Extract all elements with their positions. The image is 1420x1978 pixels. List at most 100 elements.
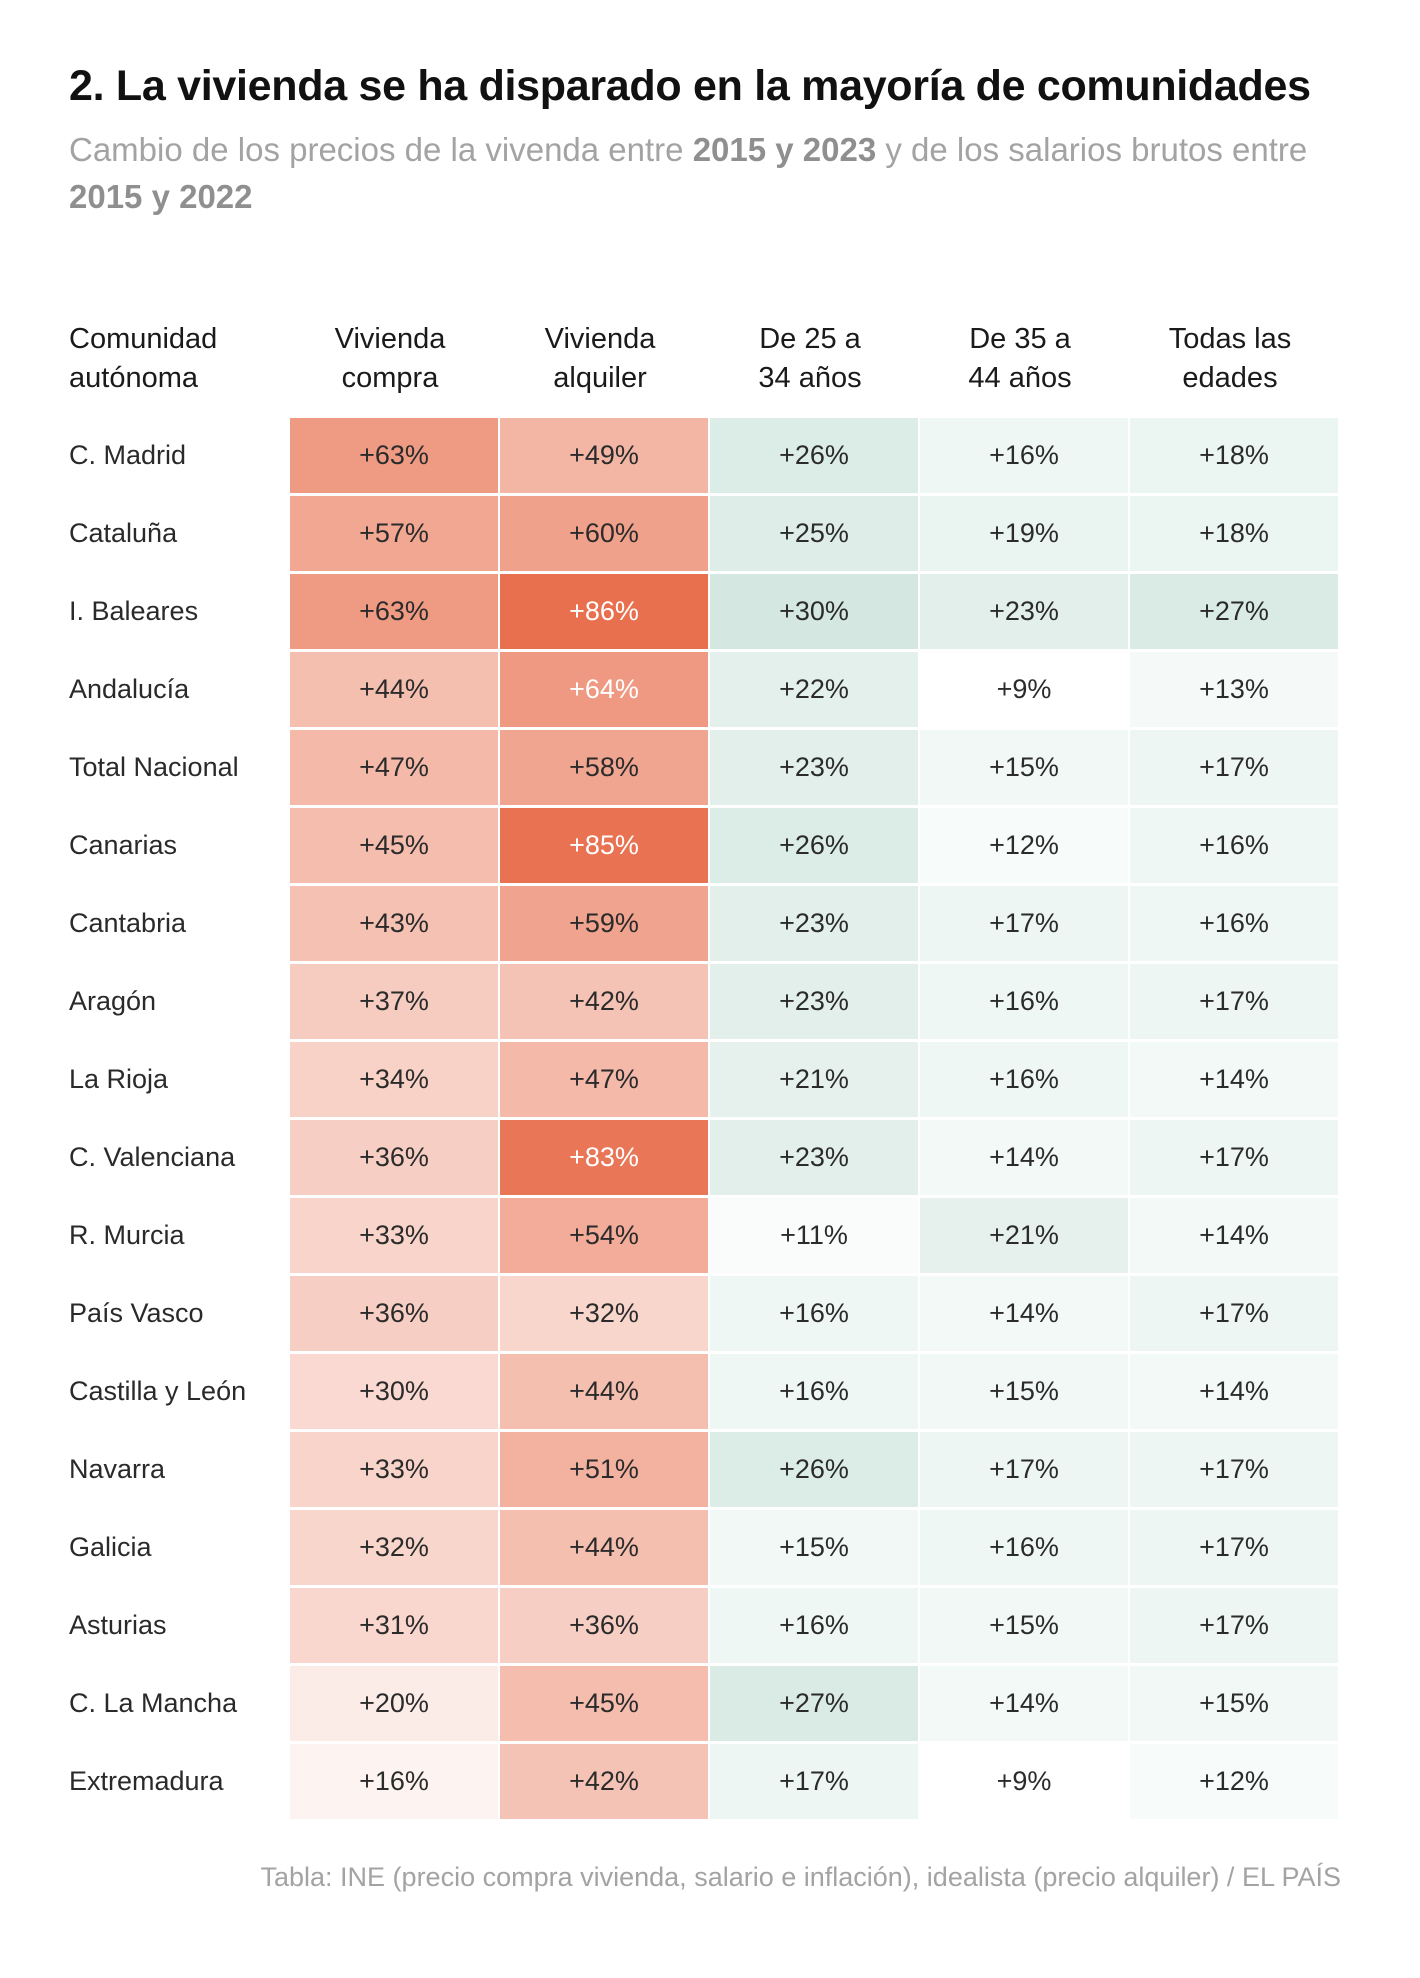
header-rent-line2: alquiler — [553, 362, 647, 394]
region-label: Galicia — [69, 1532, 152, 1562]
region-label: I. Baleares — [69, 596, 199, 626]
cell-age-25-34: +11% — [710, 1198, 918, 1273]
table-row: C. Valenciana +36% +83% +23% +14% +17% — [0, 1120, 1420, 1195]
cell-rent: +54% — [500, 1198, 708, 1273]
cell-rent: +86% — [500, 574, 708, 649]
cell-rent: +44% — [500, 1354, 708, 1429]
header-age-35-44-line2: 44 años — [968, 362, 1072, 394]
header-age-25-34-line2: 34 años — [758, 362, 862, 394]
region-label: Canarias — [69, 830, 178, 860]
table-row: Asturias +31% +36% +16% +15% +17% — [0, 1588, 1420, 1663]
cell-age-25-34: +22% — [710, 652, 918, 727]
cell-all-ages: +17% — [1130, 730, 1338, 805]
cell-age-25-34: +30% — [710, 574, 918, 649]
header-buy-line1: Vivienda — [334, 323, 446, 355]
header-rent: Vivienda alquiler — [496, 320, 704, 398]
cell-age-35-44: +16% — [920, 1510, 1128, 1585]
cell-buy: +32% — [290, 1510, 498, 1585]
cell-age-25-34: +27% — [710, 1666, 918, 1741]
cell-buy: +44% — [290, 652, 498, 727]
cell-age-35-44: +17% — [920, 886, 1128, 961]
header-rent-line1: Vivienda — [544, 323, 656, 355]
cell-all-ages: +12% — [1130, 1744, 1338, 1819]
region-label: Navarra — [69, 1454, 166, 1484]
cell-buy: +33% — [290, 1432, 498, 1507]
cell-all-ages: +17% — [1130, 964, 1338, 1039]
table-row: R. Murcia +33% +54% +11% +21% +14% — [0, 1198, 1420, 1273]
table-row: Total Nacional +47% +58% +23% +15% +17% — [0, 730, 1420, 805]
cell-buy: +57% — [290, 496, 498, 571]
cell-buy: +43% — [290, 886, 498, 961]
cell-buy: +36% — [290, 1120, 498, 1195]
cell-all-ages: +15% — [1130, 1666, 1338, 1741]
subtitle-text-1: Cambio de los precios de la vivenda entr… — [69, 131, 693, 168]
region-label: Andalucía — [69, 674, 190, 704]
region-label: Aragón — [69, 986, 157, 1016]
table-row: C. Madrid +63% +49% +26% +16% +18% — [0, 418, 1420, 493]
cell-buy: +63% — [290, 574, 498, 649]
header-all-ages-line2: edades — [1182, 362, 1278, 394]
region-label: Cataluña — [69, 518, 178, 548]
cell-rent: +45% — [500, 1666, 708, 1741]
cell-all-ages: +17% — [1130, 1120, 1338, 1195]
cell-age-35-44: +12% — [920, 808, 1128, 883]
header-age-25-34: De 25 a 34 años — [706, 320, 914, 398]
header-buy-line2: compra — [341, 362, 439, 394]
cell-buy: +37% — [290, 964, 498, 1039]
header-all-ages-line1: Todas las — [1168, 323, 1292, 355]
cell-rent: +42% — [500, 1744, 708, 1819]
region-label: C. Valenciana — [69, 1142, 236, 1172]
cell-rent: +58% — [500, 730, 708, 805]
subtitle-text-2: y de los salarios brutos entre — [876, 131, 1308, 168]
cell-age-25-34: +21% — [710, 1042, 918, 1117]
cell-age-35-44: +16% — [920, 1042, 1128, 1117]
cell-age-35-44: +14% — [920, 1666, 1128, 1741]
cell-age-25-34: +23% — [710, 886, 918, 961]
table-row: Castilla y León +30% +44% +16% +15% +14% — [0, 1354, 1420, 1429]
cell-age-35-44: +19% — [920, 496, 1128, 571]
cell-age-25-34: +26% — [710, 418, 918, 493]
region-label: Cantabria — [69, 908, 187, 938]
region-label: Total Nacional — [69, 752, 239, 782]
subtitle-years-wages: 2015 y 2022 — [69, 178, 253, 215]
cell-age-35-44: +9% — [920, 652, 1128, 727]
cell-age-25-34: +23% — [710, 730, 918, 805]
cell-rent: +51% — [500, 1432, 708, 1507]
cell-age-25-34: +26% — [710, 808, 918, 883]
cell-rent: +36% — [500, 1588, 708, 1663]
cell-all-ages: +18% — [1130, 496, 1338, 571]
cell-age-25-34: +23% — [710, 1120, 918, 1195]
region-label: País Vasco — [69, 1298, 204, 1328]
cell-all-ages: +17% — [1130, 1276, 1338, 1351]
cell-age-25-34: +16% — [710, 1588, 918, 1663]
cell-buy: +34% — [290, 1042, 498, 1117]
cell-buy: +31% — [290, 1588, 498, 1663]
header-age-25-34-line1: De 25 a — [759, 323, 861, 355]
header-region: Comunidad autónoma — [69, 320, 289, 398]
table-row: La Rioja +34% +47% +21% +16% +14% — [0, 1042, 1420, 1117]
cell-rent: +32% — [500, 1276, 708, 1351]
cell-buy: +30% — [290, 1354, 498, 1429]
region-label: Asturias — [69, 1610, 167, 1640]
subtitle-years-housing: 2015 y 2023 — [692, 131, 877, 168]
cell-rent: +64% — [500, 652, 708, 727]
header-all-ages: Todas las edades — [1126, 320, 1334, 398]
cell-rent: +47% — [500, 1042, 708, 1117]
table-row: Aragón +37% +42% +23% +16% +17% — [0, 964, 1420, 1039]
cell-buy: +45% — [290, 808, 498, 883]
cell-rent: +44% — [500, 1510, 708, 1585]
header-buy: Vivienda compra — [286, 320, 494, 398]
table-header: Comunidad autónoma Vivienda compra Viviend… — [0, 320, 1420, 410]
table-row: I. Baleares +63% +86% +30% +23% +27% — [0, 574, 1420, 649]
region-label: C. Madrid — [69, 440, 187, 470]
cell-age-25-34: +17% — [710, 1744, 918, 1819]
cell-rent: +42% — [500, 964, 708, 1039]
chart-title: 2. La vivienda se ha disparado en la may… — [69, 62, 1311, 110]
cell-age-35-44: +15% — [920, 730, 1128, 805]
cell-all-ages: +27% — [1130, 574, 1338, 649]
region-label: La Rioja — [69, 1064, 169, 1094]
cell-buy: +16% — [290, 1744, 498, 1819]
region-label: R. Murcia — [69, 1220, 185, 1250]
cell-all-ages: +17% — [1130, 1588, 1338, 1663]
cell-age-25-34: +23% — [710, 964, 918, 1039]
